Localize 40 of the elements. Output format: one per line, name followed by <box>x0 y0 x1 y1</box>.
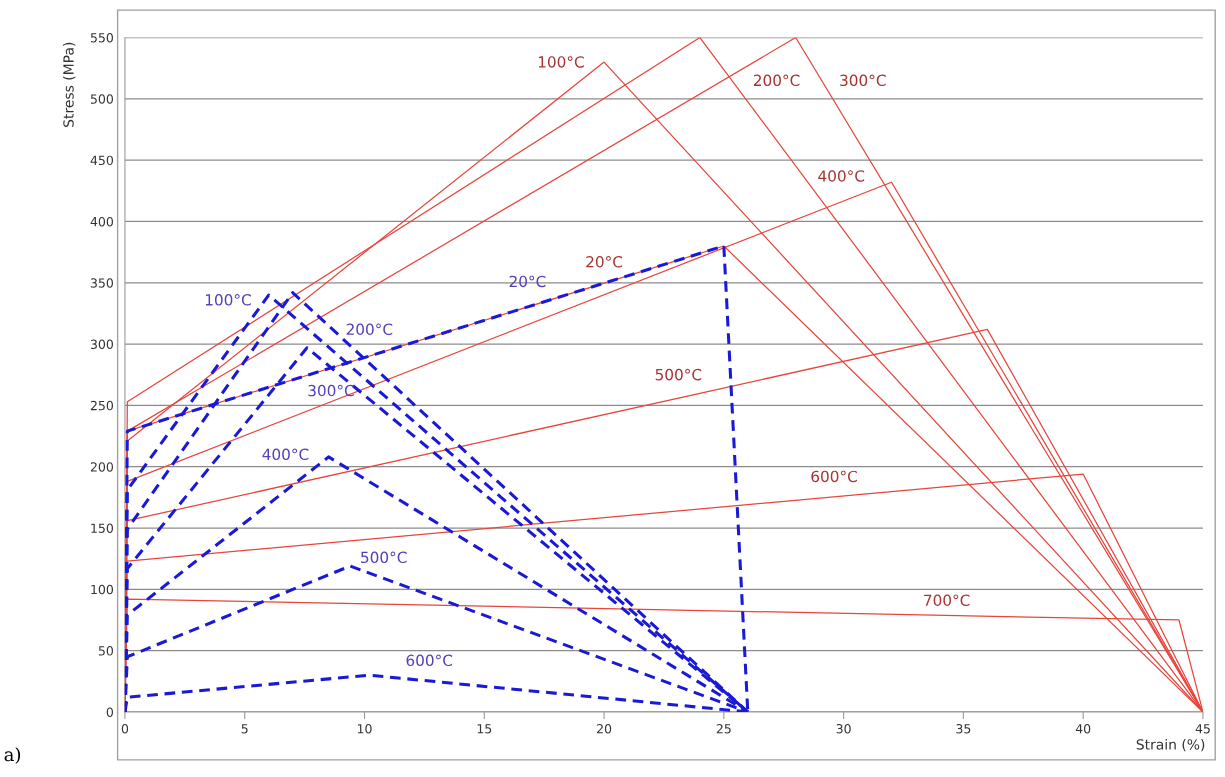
series-label: 400°C <box>818 170 865 182</box>
y-tick-label: 350 <box>90 278 114 288</box>
x-tick-label: 15 <box>477 724 492 734</box>
series-label: 100°C <box>538 56 584 68</box>
y-axis-title: Stress (MPa) <box>63 42 76 127</box>
x-tick-label: 35 <box>956 723 971 734</box>
y-tick-label: 0 <box>106 707 114 717</box>
x-axis-title: Strain (%) <box>1136 738 1205 752</box>
series-label: 300°C <box>308 384 354 397</box>
series-label: 20°C <box>509 275 546 288</box>
series-label: 100°C <box>205 294 251 306</box>
text: a) <box>4 747 21 764</box>
series-label: 700°C <box>924 594 970 607</box>
series-label: 200°C <box>753 74 800 87</box>
series-label: 500°C <box>361 551 407 564</box>
y-tick-label: 300 <box>90 339 114 350</box>
series-label: 600°C <box>406 654 453 667</box>
y-tick-label: 550 <box>90 33 114 43</box>
y-tick-label: 250 <box>90 400 114 411</box>
x-tick-label: 10 <box>357 723 372 734</box>
series-label: 300°C <box>840 74 886 87</box>
y-tick-label: 200 <box>90 462 114 472</box>
y-tick-label: 100 <box>91 584 114 595</box>
series-label: 600°C <box>811 470 857 483</box>
x-tick-label: 0 <box>121 723 129 734</box>
x-tick-label: 30 <box>836 723 851 734</box>
series-label: 400°C <box>262 448 309 461</box>
x-tick-label: 45 <box>1195 724 1210 734</box>
series-label: 20°C <box>586 256 623 268</box>
y-tick-label: 150 <box>91 523 114 533</box>
x-tick-label: 5 <box>241 724 248 734</box>
x-tick-label: 25 <box>716 723 731 734</box>
x-tick-label: 20 <box>597 723 612 734</box>
series-label: 500°C <box>655 368 702 381</box>
series-label: 200°C <box>346 323 393 336</box>
y-tick-label: 50 <box>98 646 114 656</box>
y-tick-label: 500 <box>90 94 114 104</box>
y-tick-label: 400 <box>90 216 114 227</box>
x-tick-label: 40 <box>1075 723 1091 734</box>
y-tick-label: 450 <box>90 155 114 166</box>
